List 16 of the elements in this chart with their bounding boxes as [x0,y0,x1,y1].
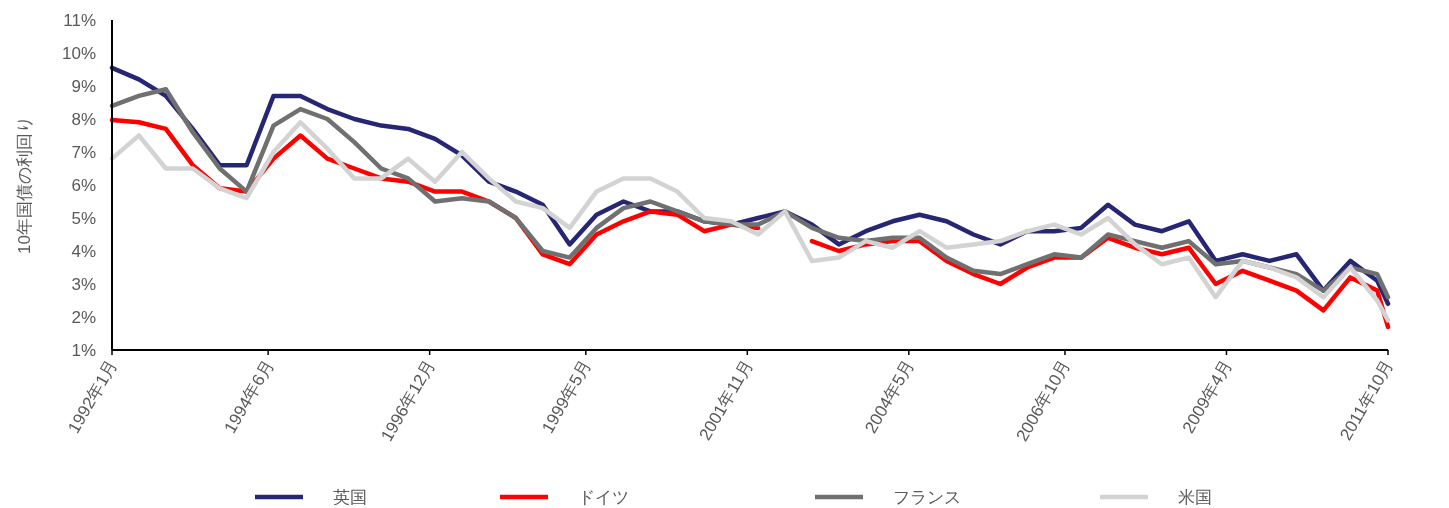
y-tick-label: 11% [63,11,96,30]
y-tick-label: 5% [71,209,96,228]
y-tick-label: 2% [71,308,96,327]
y-tick-label: 3% [71,275,96,294]
legend-label: ドイツ [578,488,629,507]
y-tick-label: 6% [71,176,96,195]
legend-label: 英国 [333,488,367,507]
legend-label: フランス [893,488,961,507]
y-tick-label: 10% [61,44,96,63]
y-tick-label: 8% [71,110,96,129]
y-tick-label: 9% [71,77,96,96]
y-axis-title: 10年国債の利回り [15,116,34,254]
legend-label: 米国 [1178,488,1212,507]
y-tick-label: 1% [71,341,96,360]
y-tick-label: 7% [71,143,96,162]
y-tick-label: 4% [71,242,96,261]
